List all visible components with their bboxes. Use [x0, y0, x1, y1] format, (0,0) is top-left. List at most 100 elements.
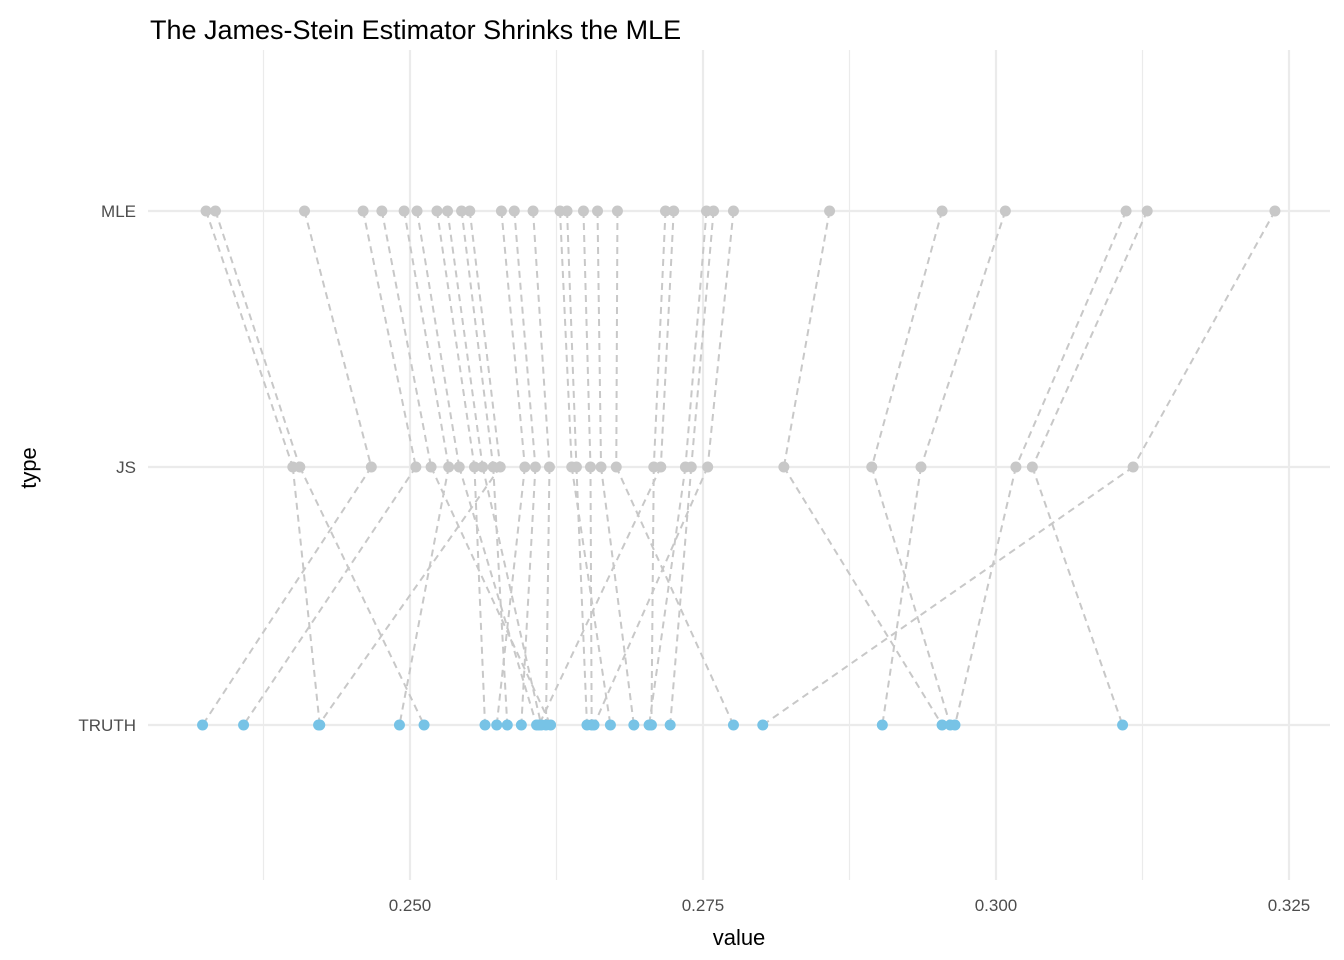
- connector-mle-js: [582, 210, 592, 468]
- point-js: [468, 461, 480, 473]
- point-mle: [561, 205, 573, 217]
- connector-mle-js: [652, 210, 667, 468]
- point-mle: [464, 205, 476, 217]
- grid: [148, 50, 1330, 880]
- connector-js-truth: [650, 466, 655, 726]
- point-js: [1127, 461, 1139, 473]
- point-mle: [200, 205, 212, 217]
- point-mle: [209, 205, 221, 217]
- connector-mle-js: [416, 210, 461, 468]
- points: [197, 205, 1281, 731]
- point-js: [425, 461, 437, 473]
- point-mle: [495, 205, 507, 217]
- point-mle: [398, 205, 410, 217]
- point-mle: [1269, 205, 1281, 217]
- point-mle: [442, 205, 454, 217]
- point-truth: [876, 719, 888, 731]
- point-js: [702, 461, 714, 473]
- point-js: [610, 461, 622, 473]
- connector-lines: [201, 210, 1276, 726]
- connector-mle-js: [566, 210, 578, 468]
- connector-js-truth: [1031, 466, 1124, 726]
- point-mle: [527, 205, 539, 217]
- point-js: [519, 461, 531, 473]
- point-js: [494, 461, 506, 473]
- point-truth: [588, 719, 600, 731]
- point-mle: [824, 205, 836, 217]
- connector-mle-js: [362, 210, 417, 468]
- x-axis-label: value: [713, 925, 766, 950]
- connector-js-truth: [473, 466, 487, 726]
- point-truth: [643, 719, 655, 731]
- connector-js-truth: [398, 466, 450, 726]
- connector-js-truth: [544, 466, 551, 726]
- point-truth: [664, 719, 676, 731]
- connector-mle-js: [782, 210, 831, 468]
- point-mle: [727, 205, 739, 217]
- point-mle: [1141, 205, 1153, 217]
- point-js: [778, 461, 790, 473]
- point-mle: [411, 205, 423, 217]
- connector-mle-js: [690, 210, 715, 468]
- connector-mle-js: [468, 210, 502, 468]
- point-truth: [238, 719, 250, 731]
- connector-js-truth: [870, 466, 952, 726]
- connector-js-truth: [954, 466, 1017, 726]
- connector-mle-js: [706, 210, 735, 468]
- point-truth: [515, 719, 527, 731]
- point-mle: [376, 205, 388, 217]
- connector-js-truth: [495, 466, 526, 726]
- connector-js-truth: [298, 466, 425, 726]
- x-tick-label: 0.275: [682, 896, 725, 915]
- point-truth: [491, 719, 503, 731]
- connector-mle-js: [403, 210, 450, 468]
- point-js: [294, 461, 306, 473]
- chart-title: The James-Stein Estimator Shrinks the ML…: [150, 15, 681, 45]
- point-truth: [533, 719, 545, 731]
- connector-mle-js: [303, 210, 373, 468]
- connector-mle-js: [684, 210, 708, 468]
- point-mle: [708, 205, 720, 217]
- connector-js-truth: [458, 466, 538, 726]
- point-mle: [592, 205, 604, 217]
- x-tick-label: 0.325: [1268, 896, 1311, 915]
- point-mle: [431, 205, 443, 217]
- point-truth: [727, 719, 739, 731]
- point-mle: [936, 205, 948, 217]
- connector-js-truth: [575, 466, 588, 726]
- y-tick-label: TRUTH: [78, 716, 136, 735]
- point-js: [570, 461, 582, 473]
- point-truth: [197, 719, 209, 731]
- point-truth: [418, 719, 430, 731]
- connector-mle-js: [659, 210, 675, 468]
- point-mle: [508, 205, 520, 217]
- point-truth: [628, 719, 640, 731]
- connector-mle-js: [380, 210, 433, 468]
- connector-js-truth: [570, 466, 612, 726]
- connector-mle-js: [460, 210, 495, 468]
- point-js: [655, 461, 667, 473]
- point-truth: [936, 719, 948, 731]
- connector-mle-js: [1132, 210, 1276, 468]
- connector-mle-js: [615, 210, 619, 468]
- connector-mle-js: [214, 210, 301, 468]
- y-axis-label: type: [16, 447, 41, 489]
- connector-mle-js: [1031, 210, 1149, 468]
- connector-js-truth: [589, 466, 593, 726]
- connector-mle-js: [513, 210, 537, 468]
- point-truth: [313, 719, 325, 731]
- point-truth: [501, 719, 513, 731]
- connector-js-truth: [538, 466, 662, 726]
- connector-mle-js: [559, 210, 573, 468]
- point-js: [543, 461, 555, 473]
- point-truth: [604, 719, 616, 731]
- connector-js-truth: [762, 466, 1134, 726]
- connector-mle-js: [205, 210, 294, 468]
- point-js: [866, 461, 878, 473]
- point-js: [685, 461, 697, 473]
- point-js: [453, 461, 465, 473]
- y-tick-label: JS: [116, 458, 136, 477]
- connector-mle-js: [500, 210, 526, 468]
- point-mle: [611, 205, 623, 217]
